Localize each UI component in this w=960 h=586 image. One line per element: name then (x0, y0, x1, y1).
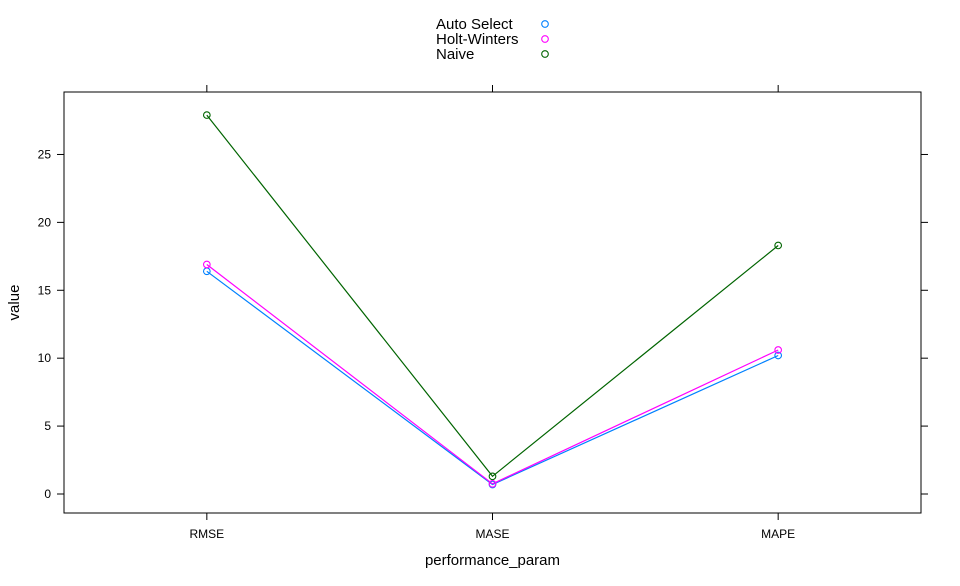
data-point (774, 241, 783, 250)
legend-label: Auto Select (436, 16, 514, 33)
data-point (488, 472, 497, 481)
legend-marker (541, 35, 549, 43)
data-point (202, 260, 211, 269)
legend-label: Holt-Winters (436, 31, 519, 48)
y-tick-label: 20 (38, 215, 52, 229)
series-points (202, 111, 783, 489)
x-tick-label: MASE (475, 527, 509, 541)
y-tick-label: 15 (38, 283, 52, 297)
series-lines (206, 114, 779, 486)
y-tick-label: 5 (44, 419, 51, 433)
data-point (202, 111, 211, 119)
axis-ticks: 0 5 10 15 20 25 RMSE MASE MAPE (38, 85, 928, 541)
x-axis-label: performance_param (425, 552, 560, 569)
data-point (774, 351, 783, 360)
data-point (774, 346, 783, 354)
plot-frame (63, 91, 922, 514)
series-line-naive (206, 114, 779, 478)
legend-marker (541, 20, 549, 28)
y-axis-label: value (6, 285, 23, 321)
legend-label: Naive (436, 46, 474, 63)
series-line-auto-select (206, 270, 779, 486)
series-line-holt-winters (206, 264, 779, 485)
x-tick-label: RMSE (189, 527, 224, 541)
y-tick-label: 0 (44, 487, 51, 501)
y-tick-label: 10 (38, 351, 52, 365)
data-point (488, 479, 497, 488)
legend-marker (541, 50, 549, 58)
y-tick-label: 25 (38, 147, 52, 161)
x-tick-label: MAPE (761, 527, 795, 541)
